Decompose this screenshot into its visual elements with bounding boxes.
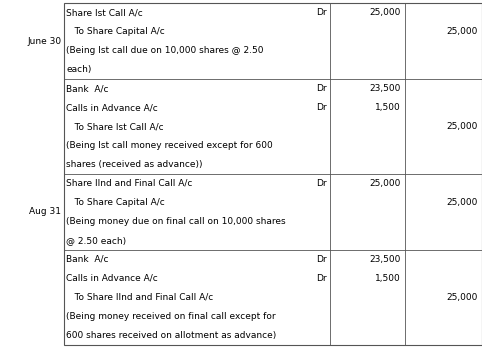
Text: (Being Ist call money received except for 600: (Being Ist call money received except fo… <box>66 141 273 150</box>
Text: Dr: Dr <box>316 255 326 264</box>
Text: Dr: Dr <box>316 103 326 112</box>
Text: Dr: Dr <box>316 274 326 283</box>
Bar <box>64 3 482 345</box>
Text: (Being Ist call due on 10,000 shares @ 2.50: (Being Ist call due on 10,000 shares @ 2… <box>66 46 264 55</box>
Text: 25,000: 25,000 <box>447 198 478 207</box>
Text: (Being money due on final call on 10,000 shares: (Being money due on final call on 10,000… <box>66 217 286 226</box>
Text: @ 2.50 each): @ 2.50 each) <box>66 236 126 245</box>
Text: Share Ist Call A/c: Share Ist Call A/c <box>66 8 143 17</box>
Text: Bank  A/c: Bank A/c <box>66 255 108 264</box>
Text: To Share Capital A/c: To Share Capital A/c <box>66 198 165 207</box>
Text: To Share IInd and Final Call A/c: To Share IInd and Final Call A/c <box>66 293 213 302</box>
Text: each): each) <box>66 65 92 74</box>
Text: Calls in Advance A/c: Calls in Advance A/c <box>66 274 158 283</box>
Text: Share IInd and Final Call A/c: Share IInd and Final Call A/c <box>66 179 192 188</box>
Text: 25,000: 25,000 <box>447 122 478 131</box>
Text: (Being money received on final call except for: (Being money received on final call exce… <box>66 311 276 321</box>
Text: 25,000: 25,000 <box>447 27 478 37</box>
Text: 25,000: 25,000 <box>370 179 401 188</box>
Text: 1,500: 1,500 <box>375 274 401 283</box>
Text: 1,500: 1,500 <box>375 103 401 112</box>
Text: To Share Ist Call A/c: To Share Ist Call A/c <box>66 122 164 131</box>
Text: Aug 31: Aug 31 <box>29 207 61 216</box>
Text: 600 shares received on allotment as advance): 600 shares received on allotment as adva… <box>66 331 276 340</box>
Text: Dr: Dr <box>316 84 326 93</box>
Text: To Share Capital A/c: To Share Capital A/c <box>66 27 165 37</box>
Text: shares (received as advance)): shares (received as advance)) <box>66 160 202 169</box>
Text: Dr: Dr <box>316 8 326 17</box>
Text: 23,500: 23,500 <box>370 84 401 93</box>
Text: 23,500: 23,500 <box>370 255 401 264</box>
Text: June 30: June 30 <box>27 37 61 46</box>
Text: Bank  A/c: Bank A/c <box>66 84 108 93</box>
Text: Dr: Dr <box>316 179 326 188</box>
Text: 25,000: 25,000 <box>370 8 401 17</box>
Text: 25,000: 25,000 <box>447 293 478 302</box>
Text: Calls in Advance A/c: Calls in Advance A/c <box>66 103 158 112</box>
